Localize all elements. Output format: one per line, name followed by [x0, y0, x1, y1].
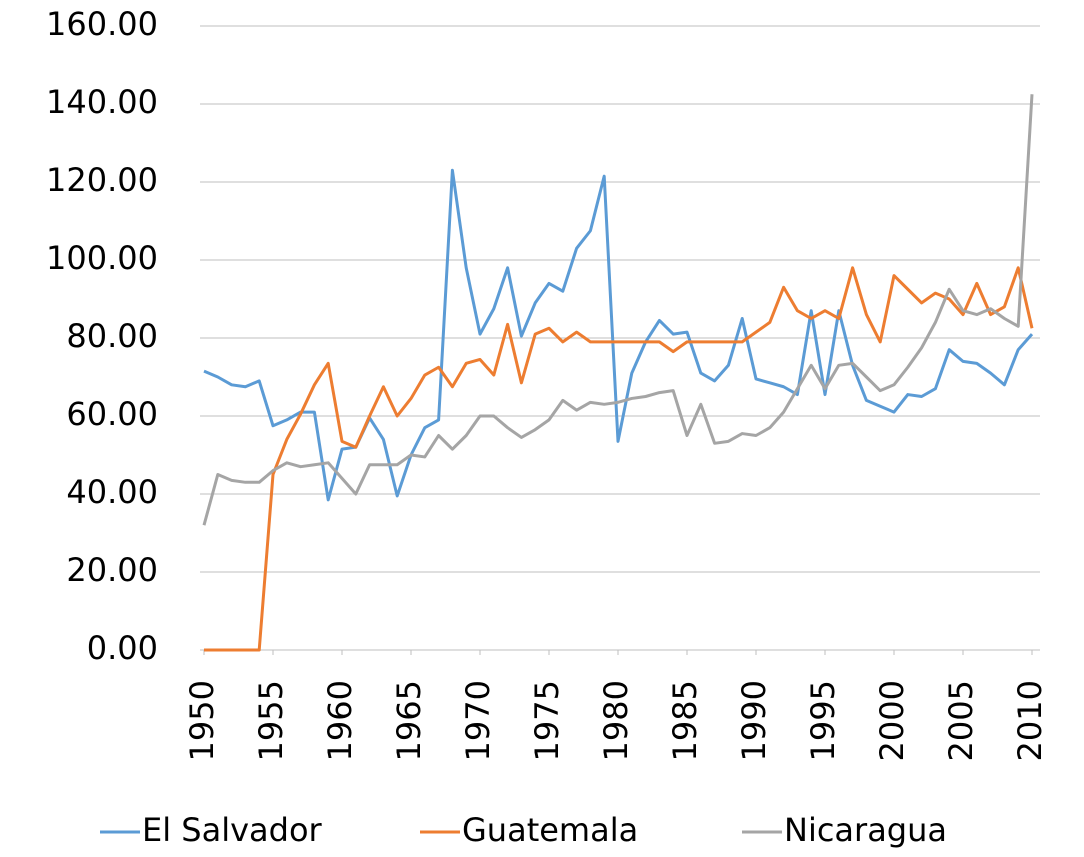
legend-label: Guatemala	[462, 811, 638, 849]
y-tick-label: 0.00	[87, 629, 158, 667]
legend-label: El Salvador	[142, 811, 323, 849]
y-tick-label: 100.00	[46, 239, 158, 277]
series-line	[202, 94, 1034, 526]
y-tick-label: 60.00	[66, 395, 158, 433]
x-tick-label: 2000	[873, 680, 911, 761]
x-tick-label: 1995	[804, 680, 842, 761]
x-tick-label: 1955	[252, 680, 290, 761]
x-tick-label: 1970	[459, 680, 497, 761]
series-line	[203, 168, 1034, 502]
y-tick-label: 140.00	[46, 83, 158, 121]
x-tick-label: 1960	[321, 680, 359, 761]
x-tick-label: 1975	[528, 680, 566, 761]
x-tick-label: 2005	[942, 680, 980, 761]
x-tick-label: 1965	[390, 680, 428, 761]
y-tick-label: 160.00	[46, 5, 158, 43]
x-tick-label: 1990	[735, 680, 773, 761]
y-tick-label: 40.00	[66, 473, 158, 511]
series-line	[204, 266, 1034, 652]
x-tick-label: 1985	[666, 680, 704, 761]
legend-label: Nicaragua	[784, 811, 947, 849]
x-tick-label: 1980	[597, 680, 635, 761]
y-tick-label: 20.00	[66, 551, 158, 589]
y-tick-label: 120.00	[46, 161, 158, 199]
x-tick-label: 2010	[1011, 680, 1049, 761]
y-tick-label: 80.00	[66, 317, 158, 355]
x-tick-label: 1950	[183, 680, 221, 761]
